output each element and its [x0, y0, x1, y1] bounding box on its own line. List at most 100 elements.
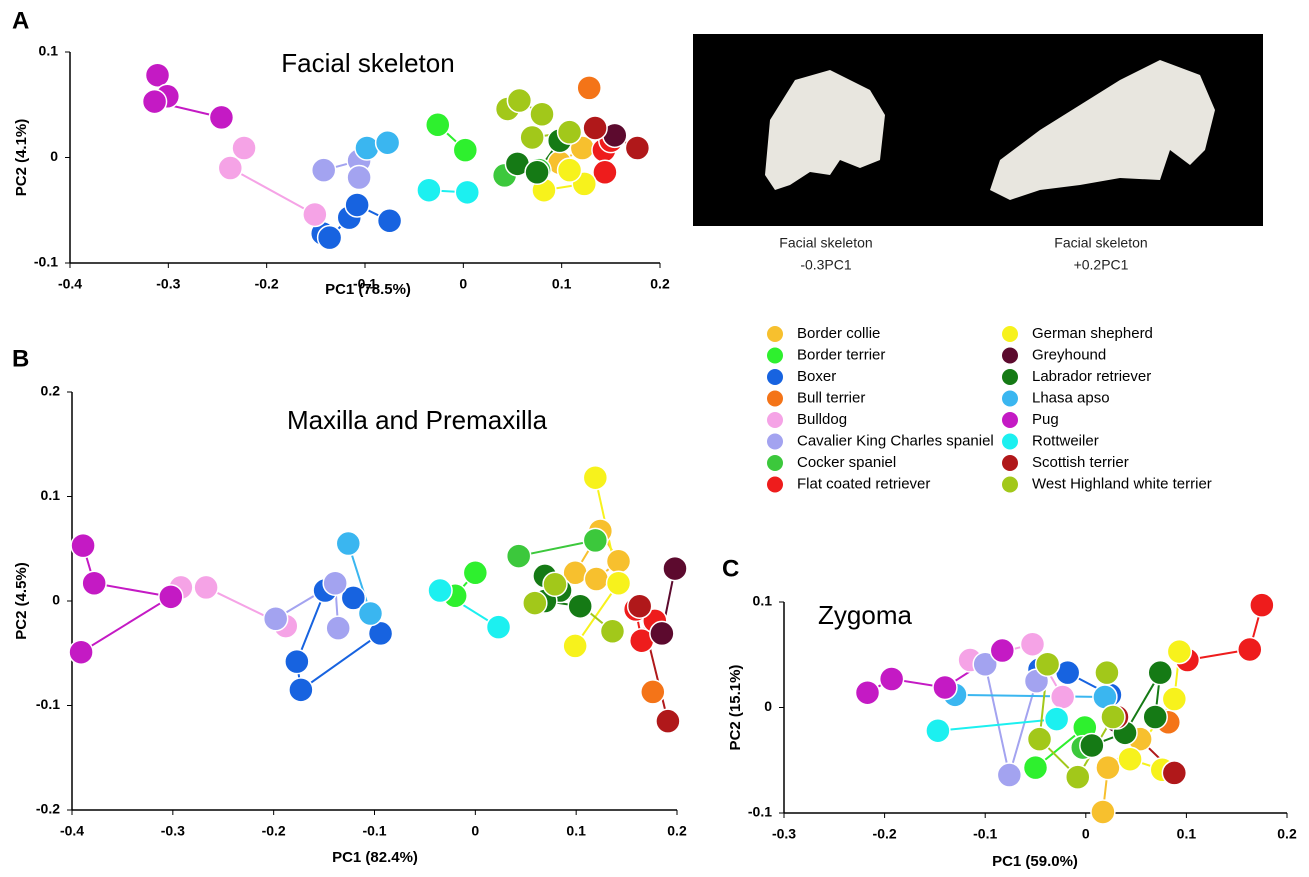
legend-label: Flat coated retriever	[797, 475, 930, 492]
point	[556, 157, 583, 183]
y-tick-label: 0.2	[41, 383, 61, 399]
legend-marker	[767, 326, 783, 342]
point	[1022, 754, 1049, 781]
legend-marker	[767, 455, 783, 471]
legend-label: Bull terrier	[797, 389, 865, 406]
x-tick-label: -0.2	[873, 826, 897, 842]
point	[582, 527, 609, 554]
point	[288, 677, 314, 703]
point	[1079, 732, 1105, 759]
point	[592, 159, 618, 186]
legend-label: Labrador retriever	[1032, 368, 1151, 385]
panel-label: B	[12, 345, 29, 372]
caption: Facial skeleton	[1054, 235, 1147, 251]
legend-marker	[1002, 347, 1018, 364]
x-tick-label: 0.1	[566, 823, 586, 839]
x-tick-label: 0.2	[667, 823, 687, 839]
legend-marker	[1002, 433, 1018, 450]
x-tick-label: -0.1	[353, 276, 377, 292]
chart-title: Facial skeleton	[281, 48, 454, 78]
point	[1237, 636, 1263, 663]
y-tick-label: 0.1	[39, 43, 59, 59]
point	[925, 717, 951, 744]
point	[505, 543, 532, 569]
point	[416, 177, 442, 203]
x-tick-label: -0.1	[973, 826, 997, 842]
legend-label: Border collie	[797, 325, 880, 342]
y-axis-label: PC2 (4.1%)	[13, 119, 30, 197]
legend-marker	[1002, 369, 1018, 385]
x-axis-label: PC1 (82.4%)	[332, 849, 418, 866]
point	[144, 62, 171, 88]
point	[1117, 746, 1143, 772]
chart-title: Zygoma	[818, 600, 912, 630]
point	[485, 614, 512, 640]
point	[655, 708, 681, 734]
point	[1019, 631, 1046, 657]
point	[605, 570, 632, 596]
y-axis-label: PC2 (15.1%)	[727, 665, 744, 751]
x-axis-label: PC1 (59.0%)	[992, 853, 1078, 870]
point	[576, 75, 602, 101]
x-tick-label: 0.2	[650, 276, 670, 292]
series-line	[80, 545, 174, 654]
point	[1166, 638, 1193, 665]
point	[284, 648, 310, 675]
point	[335, 530, 362, 557]
point	[626, 593, 653, 619]
point	[506, 87, 533, 114]
point	[1065, 764, 1091, 790]
series-line	[518, 539, 596, 558]
legend-marker	[1002, 326, 1018, 342]
point	[1100, 704, 1126, 730]
legend-label: Bulldog	[797, 411, 847, 428]
point	[367, 620, 394, 647]
point	[322, 570, 348, 596]
point	[583, 566, 610, 592]
legend-label: Border terrier	[797, 346, 885, 363]
point	[562, 633, 588, 659]
point	[462, 560, 489, 586]
x-tick-label: 0	[1082, 826, 1090, 842]
point	[522, 590, 548, 616]
x-tick-label: 0	[471, 823, 479, 839]
caption: Facial skeleton	[779, 235, 872, 251]
x-tick-label: -0.1	[362, 823, 386, 839]
point	[452, 137, 479, 163]
caption: +0.2PC1	[1074, 257, 1129, 273]
legend-marker	[1002, 390, 1018, 407]
point	[878, 666, 905, 692]
point	[208, 104, 235, 131]
point	[454, 179, 481, 206]
legend-marker	[767, 476, 783, 493]
y-tick-label: 0.1	[753, 593, 773, 609]
legend-label: Scottish terrier	[1032, 454, 1129, 471]
point	[599, 618, 626, 645]
caption: -0.3PC1	[800, 257, 852, 273]
x-tick-label: -0.2	[255, 276, 279, 292]
point	[70, 532, 96, 559]
point	[357, 600, 384, 627]
panel-label: C	[722, 555, 739, 582]
point	[340, 585, 367, 611]
y-tick-label: -0.1	[748, 804, 772, 820]
point	[556, 119, 583, 145]
y-tick-label: -0.1	[36, 696, 60, 712]
point	[529, 101, 555, 127]
point	[427, 577, 453, 604]
y-tick-label: 0.1	[41, 487, 61, 503]
skull-render	[990, 60, 1215, 200]
y-tick-label: 0	[50, 148, 58, 164]
y-axis-label: PC2 (4.5%)	[13, 562, 30, 640]
point	[374, 129, 401, 156]
point	[605, 548, 632, 575]
point	[542, 571, 568, 598]
series-line	[937, 718, 1057, 732]
x-axis-label: PC1 (78.5%)	[325, 281, 411, 298]
point	[376, 208, 403, 234]
legend-label: West Highland white terrier	[1032, 475, 1212, 492]
legend-marker	[767, 390, 783, 407]
point	[1161, 686, 1188, 712]
legend-marker	[1002, 476, 1018, 493]
